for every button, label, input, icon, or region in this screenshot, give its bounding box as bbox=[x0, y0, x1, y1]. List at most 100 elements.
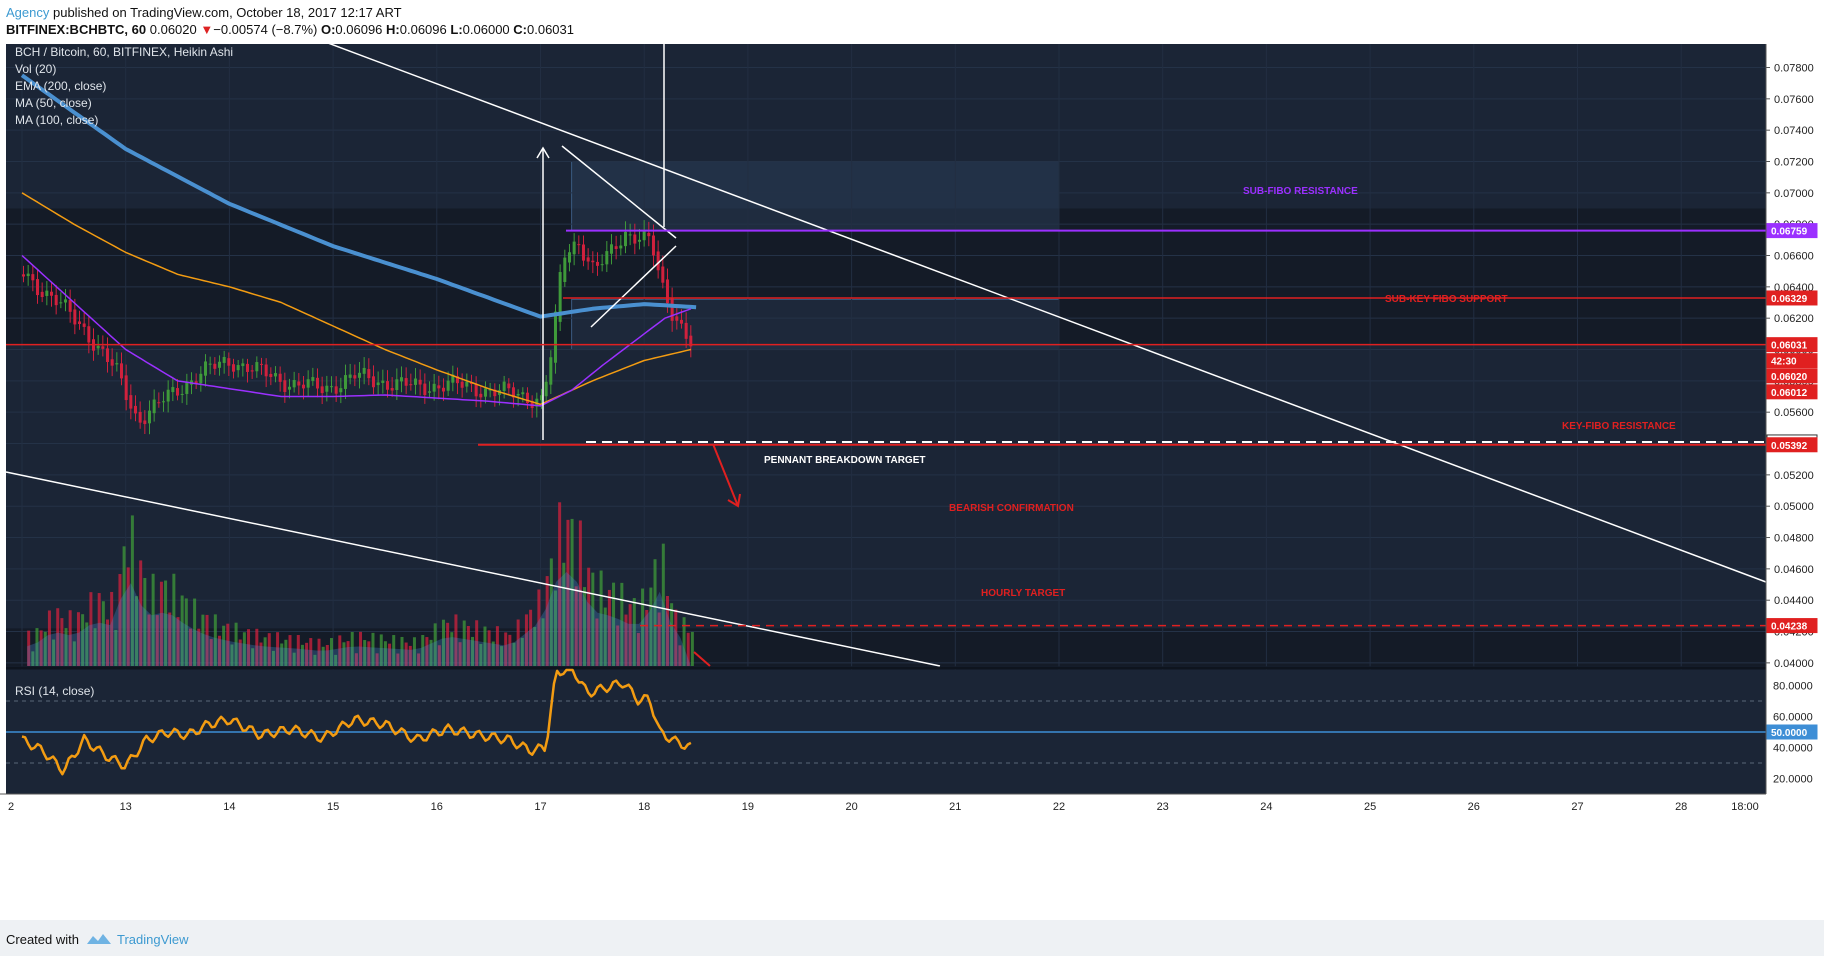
volume-bar bbox=[462, 620, 466, 666]
volume-bar bbox=[105, 619, 109, 666]
volume-bar bbox=[421, 634, 425, 666]
low-value: 0.06000 bbox=[462, 22, 510, 37]
candle-body bbox=[371, 376, 375, 388]
volume-bar bbox=[392, 635, 396, 666]
y-tick-label: 0.05200 bbox=[1774, 470, 1814, 482]
price-chart[interactable]: SUB-FIBO RESISTANCE SUB-KEY FIBO SUPPORT… bbox=[0, 44, 1824, 920]
price-axis[interactable]: 0.078000.076000.074000.072000.070000.068… bbox=[1765, 44, 1824, 920]
candle-body bbox=[353, 375, 357, 379]
candle-body bbox=[222, 356, 226, 363]
candle-body bbox=[591, 260, 595, 263]
volume-bar bbox=[524, 614, 528, 666]
volume-bar bbox=[603, 607, 607, 666]
volume-bar bbox=[429, 639, 433, 666]
candle-body bbox=[586, 257, 590, 262]
volume-bar bbox=[334, 654, 338, 666]
candle-body bbox=[231, 364, 235, 372]
candle-body bbox=[101, 346, 105, 349]
candle-body bbox=[334, 386, 338, 394]
volume-bar bbox=[471, 636, 475, 666]
candle-body bbox=[306, 379, 310, 388]
volume-bar bbox=[674, 609, 678, 666]
volume-bar bbox=[375, 653, 379, 666]
candle-body bbox=[143, 420, 147, 425]
candle-body bbox=[665, 279, 669, 304]
time-axis[interactable]: 2 13 14 15 16 17 18 19 20 21 22 23 24 25 26 27 28 18:00 bbox=[0, 793, 1824, 920]
tradingview-link[interactable]: TradingView bbox=[117, 932, 189, 947]
volume-bar bbox=[508, 634, 512, 666]
x-tick-label: 17 bbox=[534, 801, 546, 813]
volume-bar bbox=[85, 622, 89, 666]
volume-bar bbox=[47, 610, 51, 666]
author-link[interactable]: Agency bbox=[6, 5, 50, 20]
legend-rsi[interactable]: RSI (14, close) bbox=[15, 684, 94, 698]
candle-body bbox=[31, 274, 35, 281]
candle-body bbox=[264, 364, 268, 377]
volume-bar bbox=[441, 619, 445, 666]
volume-bar bbox=[251, 648, 255, 666]
candle-body bbox=[679, 319, 683, 324]
volume-bar bbox=[553, 590, 557, 666]
candle-body bbox=[595, 261, 599, 266]
volume-bar bbox=[213, 614, 217, 666]
candle-body bbox=[395, 379, 399, 391]
x-tick-label: 20 bbox=[845, 801, 857, 813]
volume-bar bbox=[479, 644, 483, 666]
legend-ema[interactable]: EMA (200, close) bbox=[15, 79, 106, 93]
price-tag-box bbox=[1766, 290, 1818, 306]
grid-layer bbox=[6, 44, 1786, 794]
volume-bar bbox=[412, 637, 416, 666]
volume-bar bbox=[81, 614, 85, 666]
x-tick-label: 16 bbox=[431, 801, 443, 813]
volume-bar bbox=[665, 595, 669, 666]
candle-body bbox=[469, 382, 473, 385]
legend-title: BCH / Bitcoin, 60, BITFINEX, Heikin Ashi bbox=[15, 45, 233, 59]
volume-bar bbox=[562, 562, 566, 666]
volume-bar bbox=[359, 631, 363, 666]
price-tag-box bbox=[1766, 437, 1818, 453]
rsi-tick-label: 80.0000 bbox=[1773, 681, 1813, 693]
volume-bar bbox=[180, 595, 184, 666]
volume-bar bbox=[209, 639, 213, 666]
legend-ma100[interactable]: MA (100, close) bbox=[15, 113, 98, 127]
volume-bar bbox=[363, 640, 367, 666]
volume-layer bbox=[27, 502, 694, 666]
price-tag-box bbox=[1766, 618, 1818, 634]
volume-ma-area bbox=[27, 571, 691, 666]
volume-bar bbox=[599, 570, 603, 666]
volume-bar bbox=[491, 641, 495, 666]
volume-bar bbox=[661, 543, 665, 666]
pennant-breakdown-target-label: PENNANT BREAKDOWN TARGET bbox=[764, 455, 925, 466]
rsi-line bbox=[21, 668, 692, 776]
pennant-top-line bbox=[561, 145, 677, 239]
y-tick-label: 0.07200 bbox=[1774, 157, 1814, 169]
x-tick-label: 27 bbox=[1571, 801, 1583, 813]
candle-body bbox=[203, 361, 207, 376]
volume-bar bbox=[60, 618, 64, 666]
volume-bar bbox=[595, 618, 599, 666]
candle-body bbox=[684, 322, 688, 339]
candle-body bbox=[348, 374, 352, 378]
x-tick-label: 23 bbox=[1157, 801, 1169, 813]
candle-body bbox=[273, 373, 277, 377]
volume-bar bbox=[276, 632, 280, 666]
candle-body bbox=[320, 386, 324, 394]
volume-bar bbox=[475, 620, 479, 666]
candle-body bbox=[493, 389, 497, 397]
volume-bar bbox=[72, 641, 76, 666]
volume-bar bbox=[52, 639, 56, 666]
legend-vol[interactable]: Vol (20) bbox=[15, 62, 56, 76]
volume-bar bbox=[27, 630, 31, 666]
candle-body bbox=[124, 375, 128, 401]
candle-body bbox=[311, 377, 315, 381]
candle-body bbox=[245, 363, 249, 372]
volume-bar bbox=[495, 626, 499, 666]
legend-ma50[interactable]: MA (50, close) bbox=[15, 96, 92, 110]
y-tick-label: 0.05000 bbox=[1774, 501, 1814, 513]
candle-body bbox=[208, 363, 212, 365]
candle-body bbox=[157, 402, 161, 404]
volume-bar bbox=[101, 601, 105, 666]
tradingview-logo-icon[interactable] bbox=[86, 932, 112, 949]
candle-body bbox=[577, 244, 581, 246]
volume-bar bbox=[168, 612, 172, 666]
